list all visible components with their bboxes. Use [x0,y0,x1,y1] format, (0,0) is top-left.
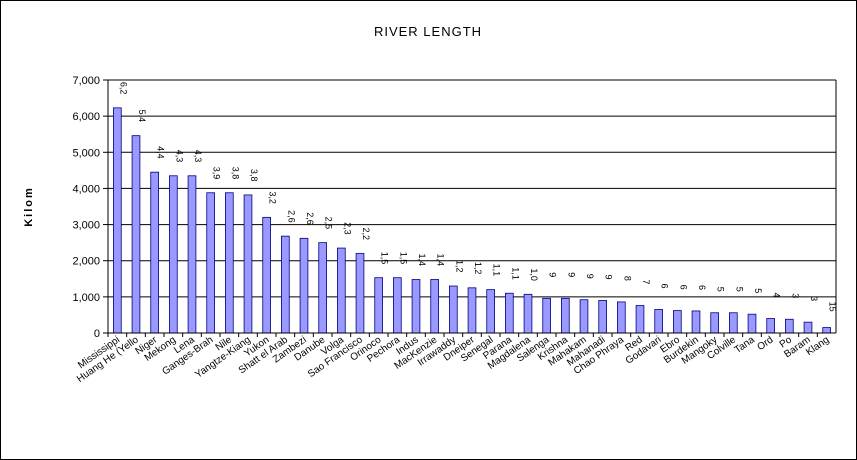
bar [281,235,290,334]
data-label: 1,1 [492,264,502,277]
data-label: 1,4 [417,254,427,267]
data-label: 4 [772,293,782,298]
data-label: 9 [585,274,595,279]
y-tick-label: 1,000 [72,292,100,304]
data-label: 5 [734,287,744,292]
data-label: 7 [641,280,651,285]
data-label: 6 [660,284,670,289]
data-label: 15 [828,302,838,312]
data-label: 9 [604,274,614,279]
y-tick-label: 0 [94,328,100,340]
bar [299,237,309,334]
bar [411,279,421,334]
bar [673,310,682,334]
category-label: Ord [755,334,775,353]
data-label: 3,8 [249,169,259,182]
y-axis-label: Kilom [23,186,35,227]
bar [561,297,570,334]
data-label: 1,1 [510,267,520,280]
bar [822,327,831,334]
data-label: 3 [790,293,800,298]
data-label: 1,4 [436,254,446,267]
bar [355,253,365,334]
axes [103,79,837,337]
bars [113,107,831,334]
data-label: 6,2 [118,82,128,95]
bar [747,313,757,334]
bar [523,293,533,334]
bar [579,299,589,334]
data-label: 1,5 [380,252,390,265]
data-label: 2,2 [361,227,371,240]
y-tick-label: 2,000 [72,256,100,268]
data-label: 1,2 [473,262,483,275]
y-tick-label: 3,000 [72,220,100,232]
bar [337,247,346,334]
bar [598,300,607,334]
bar [206,192,215,334]
gridlines [108,79,836,298]
data-label: 1,2 [454,260,464,273]
data-label: 3,9 [212,167,222,180]
data-label: 3,8 [230,167,240,180]
bar [262,216,271,334]
data-label: 2,6 [286,210,296,223]
data-label: 2,6 [305,212,315,225]
y-tick-label: 4,000 [72,183,100,195]
bar [486,289,495,334]
bar [766,318,775,334]
data-label: 2,5 [324,217,334,230]
y-tick-labels: 0 1,000 2,000 3,000 4,000 5,000 6,000 7,000 [72,75,100,340]
y-tick-label: 6,000 [72,111,100,123]
bar [150,171,159,334]
bar [393,277,402,334]
data-label: 6 [697,285,707,290]
data-label: 6 [678,285,688,290]
bar [729,312,738,334]
data-label: 9 [566,272,576,277]
bar [505,292,514,334]
bar [785,318,794,334]
bar [710,312,719,334]
bar [803,321,813,334]
bar [374,277,383,334]
bar [131,135,141,334]
bar [318,242,327,334]
bar [243,194,253,334]
bar [225,192,234,334]
bar [449,285,458,334]
bar [169,175,178,334]
data-label: 3 [809,296,819,301]
data-label: 3,2 [268,191,278,204]
data-label: 1,0 [529,268,539,281]
data-label: 2,3 [342,222,352,235]
data-label: 5,4 [137,110,147,123]
data-label: 9 [548,272,558,277]
data-label: 1,5 [398,252,408,265]
data-label: 5 [753,288,763,293]
category-label: Tana [733,334,757,356]
bar [691,310,701,334]
bar [542,297,551,334]
y-tick-label: 5,000 [72,147,100,159]
bar [187,175,197,334]
data-label: 4,3 [174,150,184,163]
bar [467,287,477,334]
data-label: 8 [622,276,632,281]
bar [635,305,645,334]
chart-title: RIVER LENGTH [374,24,482,39]
bar [654,309,663,334]
data-label: 4,4 [156,146,166,159]
bar [430,279,439,334]
data-labels: 6,2 5,4 4,4 4,3 4,3 3,9 3,8 3,8 3,2 2,6 2,6 2,5 2,3 2… [118,82,837,312]
y-tick-label: 7,000 [72,75,100,87]
data-label: 4,3 [193,150,203,163]
data-label: 5 [716,287,726,292]
bar [113,107,122,334]
bar [617,301,626,334]
